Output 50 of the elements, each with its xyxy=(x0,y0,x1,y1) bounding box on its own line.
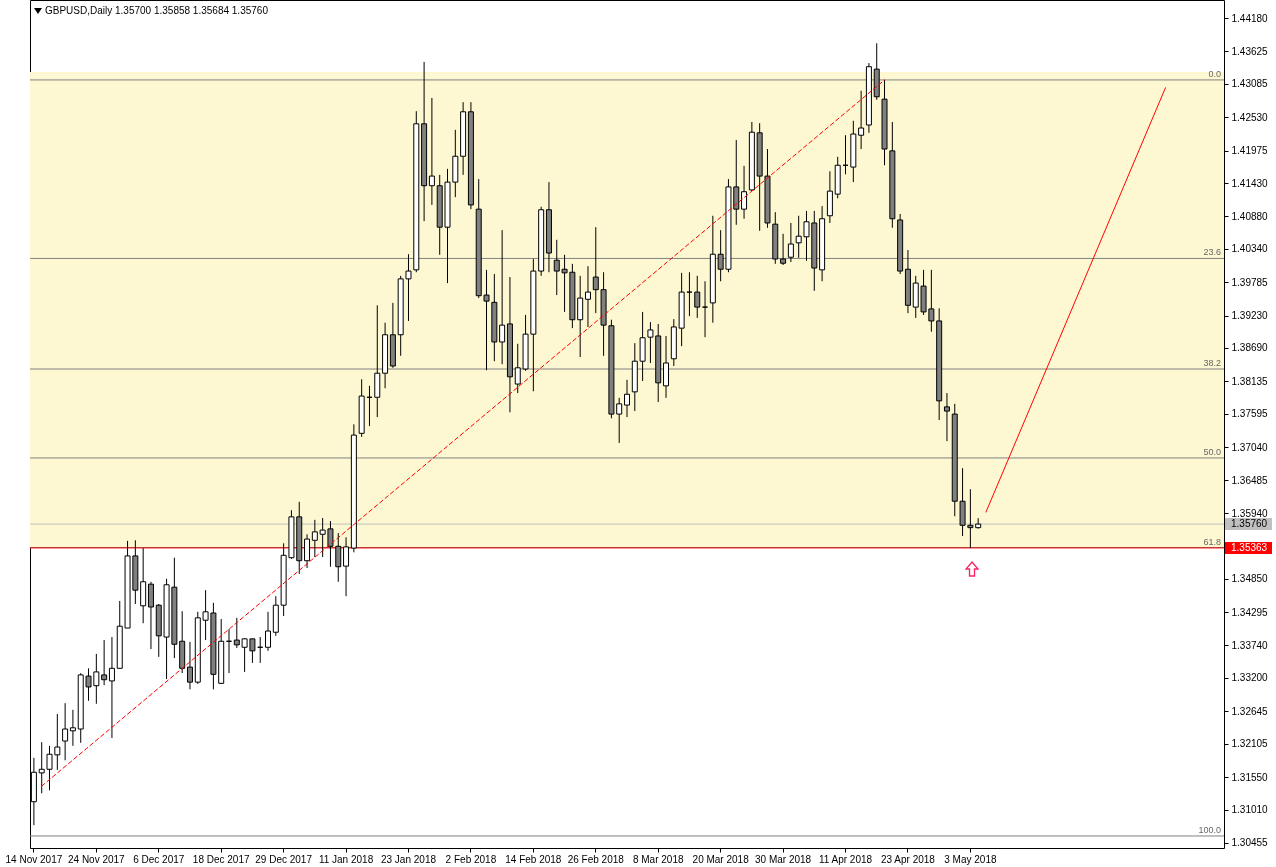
y-tick-label: 1.30455 xyxy=(1231,837,1269,849)
annotation: 38.2 xyxy=(1203,358,1221,369)
x-tick-label: 3 May 2018 xyxy=(944,853,997,865)
y-tick-label: 1.35940 xyxy=(1231,507,1269,519)
y-tick-label: 1.39230 xyxy=(1231,310,1269,322)
y-tick-label: 1.32645 xyxy=(1231,705,1269,717)
x-tick-label: 11 Apr 2018 xyxy=(818,853,873,865)
y-tick-label: 1.32105 xyxy=(1231,738,1269,750)
y-tick-label: 1.37595 xyxy=(1231,408,1269,420)
text: GBPUSD,Daily 1.35700 1.35858 1.35684 1.35760 xyxy=(45,5,269,16)
y-tick-label: 1.40880 xyxy=(1231,210,1269,222)
x-tick-label: 23 Jan 2018 xyxy=(380,853,437,865)
annotation: 0.0 xyxy=(1208,68,1221,79)
y-tick-label: 1.34850 xyxy=(1231,573,1269,585)
ref-line-label: 1.35363 xyxy=(1231,541,1268,553)
x-tick-label: 2 Feb 2018 xyxy=(445,853,497,865)
y-tick-label: 1.37040 xyxy=(1231,441,1269,453)
y-tick-label: 1.42530 xyxy=(1231,111,1269,123)
annotation: 50.0 xyxy=(1203,446,1221,457)
x-tick-label: 18 Dec 2017 xyxy=(192,853,250,865)
annotation: 23.6 xyxy=(1203,247,1221,258)
x-tick-label: 20 Mar 2018 xyxy=(692,853,750,865)
x-tick-label: 11 Jan 2018 xyxy=(318,853,374,865)
y-tick-label: 1.44180 xyxy=(1231,12,1269,24)
y-tick-label: 1.43625 xyxy=(1231,45,1269,57)
x-tick-label: 26 Feb 2018 xyxy=(567,853,625,865)
annotation: 61.8 xyxy=(1203,536,1221,547)
x-tick-label: 14 Nov 2017 xyxy=(5,853,63,865)
y-tick-label: 1.41430 xyxy=(1231,177,1269,189)
annotation: 100.0 xyxy=(1198,824,1221,835)
y-tick-label: 1.33200 xyxy=(1231,672,1269,684)
x-tick-label: 8 Mar 2018 xyxy=(632,853,684,865)
y-tick-label: 1.39785 xyxy=(1231,276,1269,288)
x-tick-label: 6 Dec 2017 xyxy=(133,853,185,865)
y-tick-label: 1.38690 xyxy=(1231,342,1269,354)
x-tick-label: 23 Apr 2018 xyxy=(880,853,936,865)
y-tick-label: 1.34295 xyxy=(1231,606,1269,618)
x-tick-label: 14 Feb 2018 xyxy=(505,853,562,865)
x-tick-label: 30 Mar 2018 xyxy=(755,853,812,865)
x-tick-label: 24 Nov 2017 xyxy=(67,853,126,865)
y-tick-label: 1.36485 xyxy=(1231,474,1269,486)
y-tick-label: 1.43085 xyxy=(1231,78,1269,90)
y-tick-label: 1.40340 xyxy=(1231,243,1269,255)
y-tick-label: 1.33740 xyxy=(1231,639,1269,651)
ref-line-label: 1.35760 xyxy=(1231,518,1268,530)
y-tick-label: 1.38135 xyxy=(1231,375,1269,387)
y-tick-label: 1.31550 xyxy=(1231,771,1269,783)
y-tick-label: 1.41975 xyxy=(1231,145,1269,157)
x-tick-label: 29 Dec 2017 xyxy=(255,853,313,865)
y-tick-label: 1.31010 xyxy=(1231,804,1269,816)
